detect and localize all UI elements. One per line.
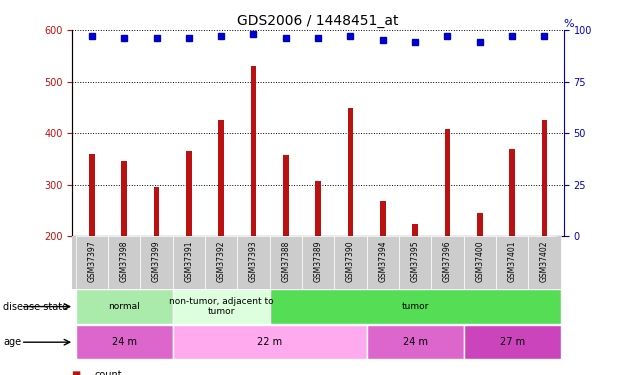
Bar	[121, 162, 127, 236]
FancyBboxPatch shape	[173, 290, 270, 324]
Text: GSM37388: GSM37388	[282, 240, 290, 282]
Bar	[542, 120, 547, 236]
Text: GSM37401: GSM37401	[508, 240, 517, 282]
FancyBboxPatch shape	[464, 325, 561, 359]
FancyBboxPatch shape	[72, 236, 558, 289]
FancyBboxPatch shape	[76, 236, 108, 289]
Bar	[380, 201, 386, 236]
Text: GSM37395: GSM37395	[411, 240, 420, 282]
Bar	[186, 151, 192, 236]
Text: 27 m: 27 m	[500, 337, 525, 347]
Text: GSM37390: GSM37390	[346, 240, 355, 282]
Text: disease state: disease state	[3, 302, 68, 312]
FancyBboxPatch shape	[205, 236, 238, 289]
Text: GSM37396: GSM37396	[443, 240, 452, 282]
Bar	[348, 108, 353, 236]
Text: GSM37393: GSM37393	[249, 240, 258, 282]
FancyBboxPatch shape	[302, 236, 335, 289]
Bar	[315, 181, 321, 236]
Bar	[412, 224, 418, 236]
FancyBboxPatch shape	[76, 290, 173, 324]
FancyBboxPatch shape	[399, 236, 432, 289]
FancyBboxPatch shape	[367, 325, 464, 359]
Text: count: count	[94, 370, 122, 375]
FancyBboxPatch shape	[529, 236, 561, 289]
FancyBboxPatch shape	[270, 290, 561, 324]
FancyBboxPatch shape	[496, 236, 529, 289]
FancyBboxPatch shape	[173, 325, 367, 359]
Text: GSM37389: GSM37389	[314, 240, 323, 282]
Text: GSM37391: GSM37391	[185, 240, 193, 282]
FancyBboxPatch shape	[238, 236, 270, 289]
Text: 22 m: 22 m	[257, 337, 282, 347]
Bar	[89, 154, 94, 236]
FancyBboxPatch shape	[140, 236, 173, 289]
Bar	[154, 187, 159, 236]
Bar	[251, 66, 256, 236]
Text: GSM37402: GSM37402	[540, 240, 549, 282]
Text: ■: ■	[72, 370, 85, 375]
Bar	[509, 148, 515, 236]
FancyBboxPatch shape	[173, 236, 205, 289]
Text: 24 m: 24 m	[112, 337, 137, 347]
Text: tumor: tumor	[401, 302, 429, 311]
FancyBboxPatch shape	[335, 236, 367, 289]
FancyBboxPatch shape	[76, 325, 173, 359]
Text: non-tumor, adjacent to
tumor: non-tumor, adjacent to tumor	[169, 297, 273, 316]
Text: GSM37399: GSM37399	[152, 240, 161, 282]
Text: GSM37392: GSM37392	[217, 240, 226, 282]
Title: GDS2006 / 1448451_at: GDS2006 / 1448451_at	[238, 13, 399, 28]
Bar	[218, 120, 224, 236]
Text: normal: normal	[108, 302, 140, 311]
Bar	[445, 129, 450, 236]
FancyBboxPatch shape	[464, 236, 496, 289]
FancyBboxPatch shape	[367, 236, 399, 289]
Text: %: %	[564, 19, 575, 29]
FancyBboxPatch shape	[432, 236, 464, 289]
Text: 24 m: 24 m	[403, 337, 428, 347]
Text: GSM37398: GSM37398	[120, 240, 129, 282]
FancyBboxPatch shape	[108, 236, 140, 289]
Bar	[283, 155, 289, 236]
Text: GSM37397: GSM37397	[88, 240, 96, 282]
Bar	[477, 213, 483, 236]
Text: age: age	[3, 337, 21, 347]
Text: GSM37400: GSM37400	[475, 240, 484, 282]
Text: GSM37394: GSM37394	[378, 240, 387, 282]
FancyBboxPatch shape	[270, 236, 302, 289]
